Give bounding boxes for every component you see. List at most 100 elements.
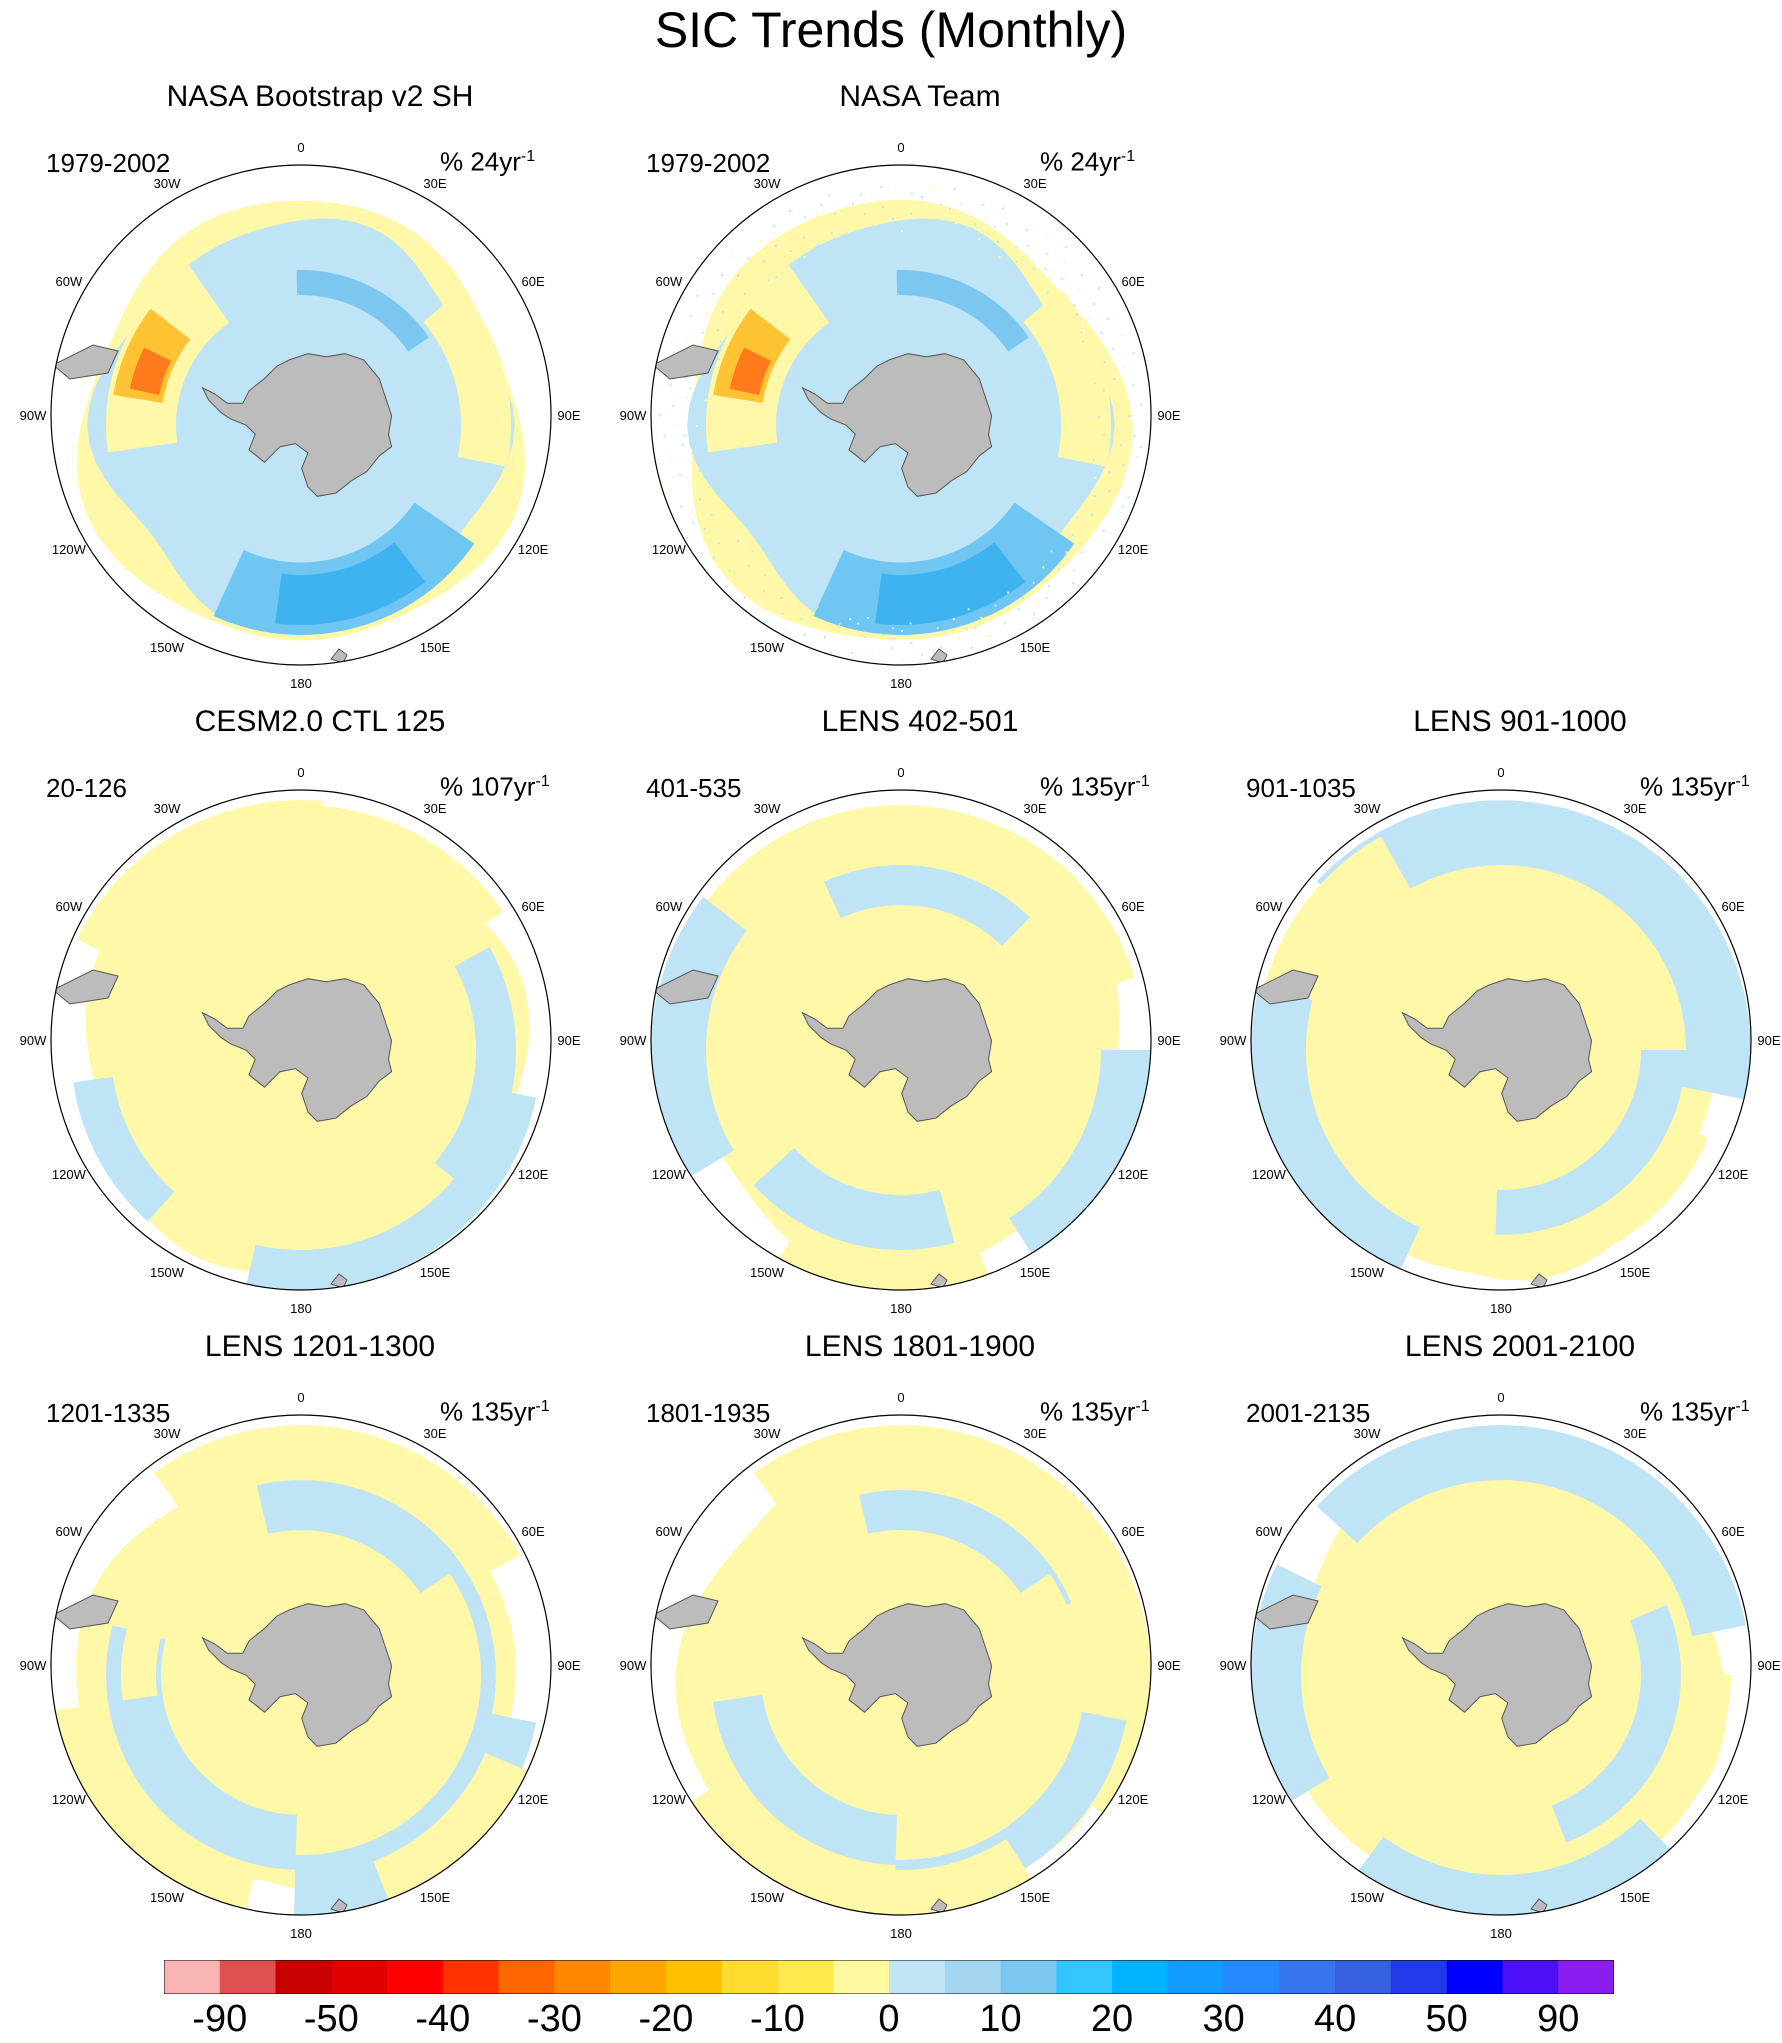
- longitude-label: 150E: [420, 640, 451, 655]
- figure-title: SIC Trends (Monthly): [654, 2, 1128, 58]
- longitude-label: 30W: [1354, 801, 1381, 816]
- longitude-label: 90W: [1220, 1658, 1247, 1673]
- longitude-label: 150W: [150, 1265, 185, 1280]
- longitude-label: 0: [1497, 1390, 1504, 1405]
- longitude-label: 30W: [754, 801, 781, 816]
- longitude-label: 150E: [1620, 1890, 1651, 1905]
- colorbar-tick-label: -50: [303, 1998, 359, 2040]
- longitude-label: 120W: [652, 542, 687, 557]
- panel-units: % 24yr-1: [440, 142, 535, 177]
- longitude-label: 30E: [1023, 176, 1046, 191]
- panel-title: LENS 1201-1300: [204, 1330, 436, 1363]
- longitude-label: 180: [890, 676, 912, 691]
- colorbar-tick-label: 40: [1314, 1998, 1357, 2040]
- longitude-label: 120W: [652, 1167, 687, 1182]
- colorbar-segment: [833, 1960, 890, 1994]
- colorbar-segment: [1446, 1960, 1503, 1994]
- longitude-label: 60E: [1122, 1524, 1145, 1539]
- longitude-label: 30W: [1354, 1426, 1381, 1441]
- longitude-label: 150W: [1350, 1890, 1385, 1905]
- longitude-label: 60W: [1256, 899, 1283, 914]
- polar-map: 0 30E 60E 90E 120E 150E 180 150W 120W 90W 60W 30W: [620, 140, 1181, 691]
- longitude-label: 90E: [1757, 1033, 1780, 1048]
- longitude-label: 150W: [150, 640, 185, 655]
- longitude-label: 0: [297, 140, 304, 155]
- colorbar-tick-label: -90: [192, 1998, 248, 2040]
- map-boundary: [650, 789, 1152, 1291]
- longitude-label: 120W: [652, 1792, 687, 1807]
- panel-title: NASA Team: [839, 80, 1001, 113]
- panel-period: 1979-2002: [46, 148, 171, 178]
- colorbar-tick-label: -10: [749, 1998, 805, 2040]
- longitude-label: 60W: [1256, 1524, 1283, 1539]
- longitude-label: 150W: [750, 640, 785, 655]
- longitude-label: 60E: [1122, 899, 1145, 914]
- polar-map: 0 30E 60E 90E 120E 150E 180 150W 120W 90W 60W 30W: [620, 765, 1181, 1316]
- colorbar-segment: [1335, 1960, 1392, 1994]
- antarctica-landmass: [1401, 978, 1593, 1122]
- map-panel: LENS 402-501 401-535 % 135yr-1 0 30E 60E 90E 12…: [620, 705, 1220, 1316]
- longitude-label: 120W: [52, 1167, 87, 1182]
- longitude-label: 60E: [1122, 274, 1145, 289]
- longitude-label: 90E: [1157, 1658, 1180, 1673]
- longitude-label: 180: [1490, 1301, 1512, 1316]
- longitude-label: 180: [290, 1301, 312, 1316]
- colorbar-segment: [1167, 1960, 1225, 1994]
- longitude-label: 0: [1497, 765, 1504, 780]
- polar-map: 0 30E 60E 90E 120E 150E 180 150W 120W 90W 60W 30W: [20, 765, 581, 1316]
- antarctica-landmass: [1401, 1603, 1593, 1747]
- longitude-label: 150W: [1350, 1265, 1385, 1280]
- panel-title: CESM2.0 CTL 125: [194, 705, 446, 738]
- longitude-label: 30W: [754, 1426, 781, 1441]
- panel-title: LENS 2001-2100: [1404, 1330, 1636, 1363]
- units-text: % 24yr: [440, 146, 521, 177]
- colorbar-segment: [1223, 1960, 1280, 1994]
- longitude-label: 30E: [423, 801, 446, 816]
- longitude-label: 180: [290, 1926, 312, 1941]
- longitude-label: 60E: [1722, 1524, 1745, 1539]
- colorbar-segment: [665, 1960, 723, 1994]
- longitude-label: 90E: [557, 1033, 580, 1048]
- panel-period: 1801-1935: [646, 1398, 771, 1428]
- longitude-label: 180: [890, 1926, 912, 1941]
- longitude-label: 0: [297, 1390, 304, 1405]
- colorbar-segment: [1279, 1960, 1336, 1994]
- longitude-label: 60W: [656, 899, 683, 914]
- units-exponent: -1: [520, 148, 536, 165]
- longitude-label: 30W: [754, 176, 781, 191]
- longitude-label: 90E: [1757, 1658, 1780, 1673]
- longitude-label: 60W: [56, 274, 83, 289]
- colorbar-segment: [777, 1960, 834, 1994]
- panel-units: % 135yr-1: [1040, 767, 1150, 802]
- map-panel: CESM2.0 CTL 125 20-126 % 107yr-1 0 30E 60E 90E…: [20, 705, 620, 1316]
- longitude-label: 30E: [423, 1426, 446, 1441]
- map-panel: LENS 2001-2100 2001-2135 % 135yr-1 0 30E 60E 9…: [1220, 1330, 1782, 1941]
- polar-map: 0 30E 60E 90E 120E 150E 180 150W 120W 90W 60W 30W: [1220, 765, 1781, 1316]
- longitude-label: 90W: [20, 408, 47, 423]
- colorbar-tick-label: 30: [1202, 1998, 1245, 2040]
- polar-map: 0 30E 60E 90E 120E 150E 180 150W 120W 90W 60W 30W: [20, 140, 581, 691]
- longitude-label: 150W: [150, 1890, 185, 1905]
- colorbar: [164, 1960, 1614, 1994]
- map-boundary: [50, 1414, 552, 1916]
- units-text: % 135yr: [1640, 1396, 1736, 1427]
- map-boundary: [1250, 789, 1752, 1291]
- units-exponent: -1: [535, 1398, 550, 1415]
- colorbar-segment: [610, 1960, 667, 1994]
- colorbar-tick-label: -20: [638, 1998, 694, 2040]
- longitude-label: 90E: [557, 408, 580, 423]
- colorbar-segment: [1502, 1960, 1559, 1994]
- colorbar-segment: [387, 1960, 444, 1994]
- units-text: % 24yr: [1040, 146, 1121, 177]
- polar-map: 0 30E 60E 90E 120E 150E 180 150W 120W 90W 60W 30W: [620, 1390, 1181, 1941]
- colorbar-segment: [721, 1960, 778, 1994]
- antarctica-landmass: [201, 978, 393, 1122]
- colorbar-segment: [498, 1960, 555, 1994]
- colorbar-segment: [1558, 1960, 1614, 1994]
- longitude-label: 60E: [522, 274, 545, 289]
- longitude-label: 0: [897, 140, 904, 155]
- longitude-label: 120W: [1252, 1167, 1287, 1182]
- panel-units: % 135yr-1: [1640, 1392, 1750, 1427]
- units-exponent: -1: [1135, 1398, 1150, 1415]
- panel-units: % 24yr-1: [1040, 142, 1135, 177]
